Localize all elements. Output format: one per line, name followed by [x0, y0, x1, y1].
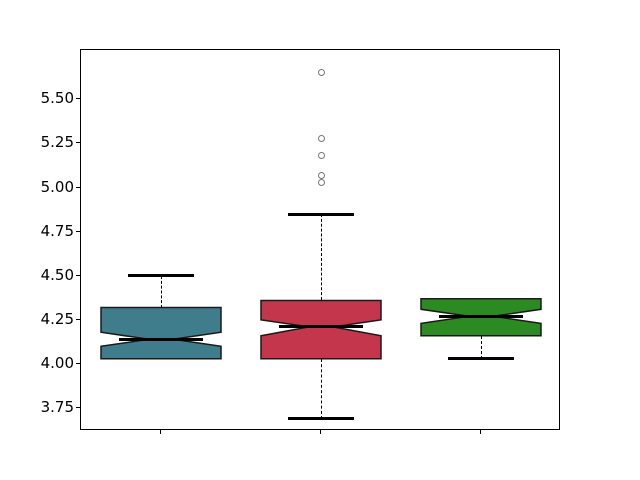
- whisker-upper: [321, 214, 322, 301]
- y-axis-tick-label: 4.00: [40, 353, 74, 372]
- y-axis-tick-label: 3.75: [40, 398, 74, 417]
- x-axis-tick-marks: [80, 430, 560, 435]
- x-axis-tick-mark: [320, 430, 321, 434]
- box-shape: [420, 297, 542, 337]
- y-axis-tick-label: 5.50: [40, 89, 74, 108]
- cap-upper: [128, 274, 194, 278]
- outlier-marker: [317, 134, 325, 142]
- cap-lower: [288, 417, 354, 421]
- y-axis-tick-mark: [76, 363, 80, 364]
- median-line: [279, 325, 363, 329]
- box-shape: [260, 299, 382, 360]
- y-axis-tick-label: 4.25: [40, 309, 74, 328]
- y-axis-tick-labels: 5.50 5.25 5.00 4.75 4.50 4.25 4.00 3.75: [0, 49, 74, 430]
- boxplot-box-2[interactable]: [81, 50, 559, 429]
- whisker-lower: [321, 358, 322, 419]
- outlier-marker: [317, 171, 325, 179]
- outlier-marker: [317, 69, 325, 77]
- y-axis-tick-mark: [76, 407, 80, 408]
- x-axis-tick-mark: [160, 430, 161, 434]
- y-axis-tick-label: 5.25: [40, 133, 74, 152]
- median-line: [119, 337, 203, 341]
- y-axis-tick-mark: [76, 98, 80, 99]
- whisker-upper: [161, 275, 162, 308]
- whisker-lower: [481, 335, 482, 359]
- cap-upper: [288, 212, 354, 216]
- plot-area: [80, 49, 560, 430]
- y-axis-tick-label: 4.50: [40, 265, 74, 284]
- x-axis-tick-mark: [480, 430, 481, 434]
- median-line: [439, 314, 523, 318]
- y-axis-tick-mark: [76, 187, 80, 188]
- cap-lower: [448, 357, 514, 361]
- boxplot-box-1[interactable]: [81, 50, 559, 429]
- y-axis-tick-marks: [76, 49, 80, 430]
- box-polygon: [260, 299, 382, 360]
- box-shape: [100, 306, 222, 360]
- y-axis-tick-mark: [76, 275, 80, 276]
- boxplot-box-3[interactable]: [81, 50, 559, 429]
- outlier-marker: [317, 152, 325, 160]
- y-axis-tick-label: 4.75: [40, 221, 74, 240]
- y-axis-tick-mark: [76, 142, 80, 143]
- outlier-marker: [317, 178, 325, 186]
- y-axis-tick-label: 5.00: [40, 177, 74, 196]
- y-axis-tick-mark: [76, 319, 80, 320]
- y-axis-tick-mark: [76, 231, 80, 232]
- box-polygon: [100, 306, 222, 360]
